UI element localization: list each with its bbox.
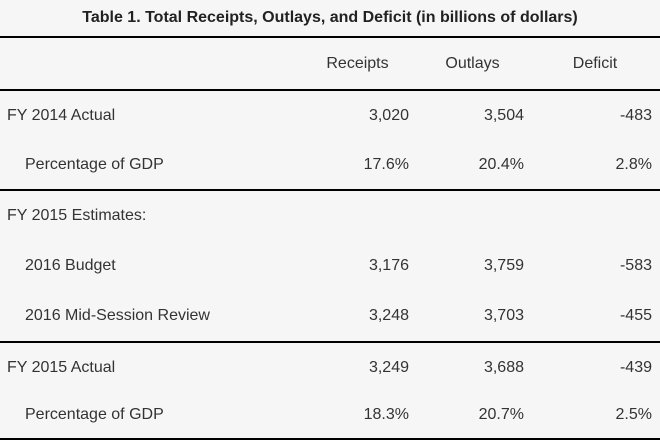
table-title-band: Table 1. Total Receipts, Outlays, and De…	[0, 0, 660, 38]
cell-outlays: 20.7%	[478, 406, 524, 423]
cell-deficit: 2.5%	[615, 406, 652, 423]
row-label: Percentage of GDP	[25, 156, 164, 173]
cell-receipts: 17.6%	[363, 156, 409, 173]
table-title: Table 1. Total Receipts, Outlays, and De…	[82, 9, 578, 26]
cell-receipts: 18.3%	[363, 406, 409, 423]
cell-outlays: 3,703	[483, 307, 524, 324]
cell-outlays: 3,688	[483, 358, 524, 376]
table-header-row: Receipts Outlays Deficit	[0, 38, 660, 91]
cell-deficit: -439	[619, 358, 652, 376]
row-label: FY 2015 Actual	[7, 358, 116, 376]
table-row-fy2014-actual: FY 2014 Actual 3,020 3,504 -483	[0, 91, 660, 141]
table-row-fy2015-estimates: FY 2015 Estimates:	[0, 191, 660, 241]
cell-outlays: 3,504	[483, 107, 524, 124]
row-label: 2016 Mid-Session Review	[25, 307, 210, 324]
table-row-fy2014-pct-gdp: Percentage of GDP 17.6% 20.4% 2.8%	[0, 141, 660, 191]
cell-receipts: 3,176	[368, 257, 409, 274]
cell-deficit: -583	[619, 257, 652, 274]
cell-outlays: 20.4%	[478, 156, 524, 173]
row-label: 2016 Budget	[25, 257, 116, 274]
table-row-fy2015-pct-gdp: Percentage of GDP 18.3% 20.7% 2.5%	[0, 392, 660, 440]
row-label: FY 2015 Estimates:	[7, 207, 147, 224]
cell-outlays: 3,759	[483, 257, 524, 274]
cell-receipts: 3,248	[368, 307, 409, 324]
cell-receipts: 3,249	[368, 358, 409, 376]
column-header-deficit: Deficit	[572, 54, 618, 72]
cell-receipts: 3,020	[368, 107, 409, 124]
column-header-receipts: Receipts	[326, 54, 389, 72]
column-header-outlays: Outlays	[445, 54, 500, 72]
row-label: FY 2014 Actual	[7, 107, 116, 124]
cell-deficit: -483	[619, 107, 652, 124]
table-row-2016-mid-session-review: 2016 Mid-Session Review 3,248 3,703 -455	[0, 291, 660, 343]
row-label: Percentage of GDP	[25, 406, 164, 423]
table-row-2016-budget: 2016 Budget 3,176 3,759 -583	[0, 241, 660, 291]
cell-deficit: -455	[619, 307, 652, 324]
cell-deficit: 2.8%	[615, 156, 652, 173]
table-row-fy2015-actual: FY 2015 Actual 3,249 3,688 -439	[0, 343, 660, 392]
